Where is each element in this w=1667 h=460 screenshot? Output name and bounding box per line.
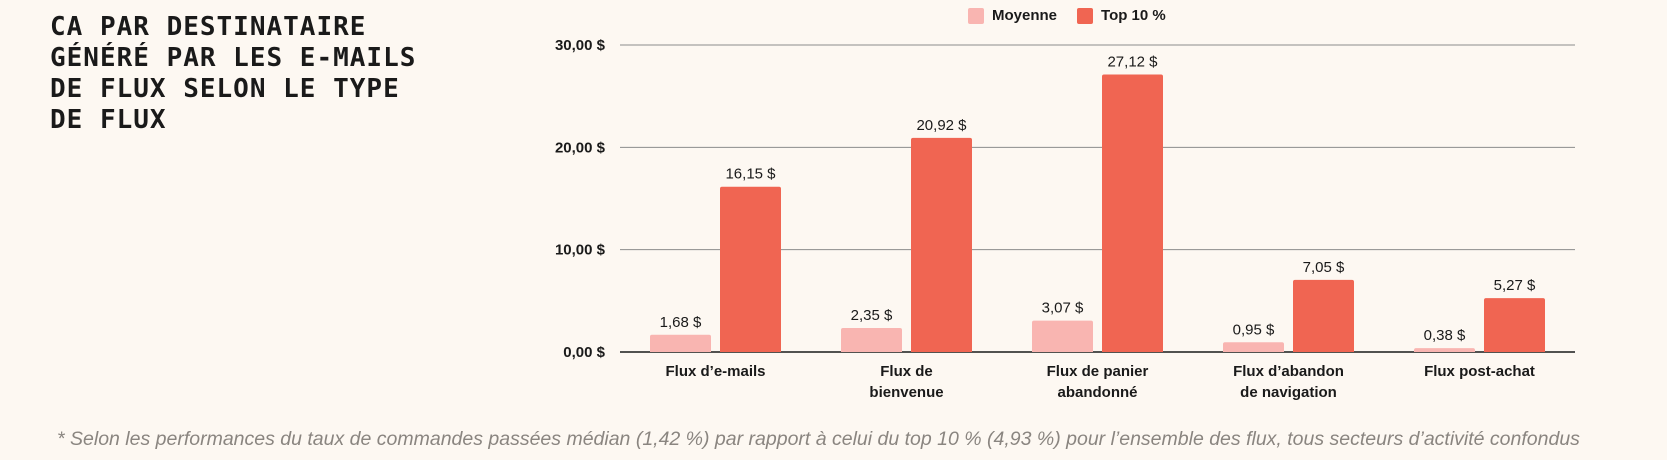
bar-top10: [1293, 279, 1354, 352]
y-tick-label: 0,00 $: [563, 344, 605, 361]
bar-top10: [1102, 74, 1163, 353]
x-tick-label: abandonné: [1057, 384, 1137, 401]
x-tick-label: Flux d’e-mails: [665, 363, 765, 380]
x-tick-label: Flux de panier: [1047, 363, 1149, 380]
legend-item-top10: Top 10 %: [1077, 7, 1166, 24]
data-label: 2,35 $: [851, 307, 893, 324]
bar-top10: [1484, 298, 1545, 352]
chart-title: CA PAR DESTINATAIRE GÉNÉRÉ PAR LES E-MAI…: [50, 12, 417, 135]
bar-top10: [911, 137, 972, 352]
legend-label-top10: Top 10 %: [1101, 7, 1166, 24]
bar-moyenne: [1414, 348, 1475, 352]
footnote: * Selon les performances du taux de comm…: [57, 428, 1580, 450]
x-tick-label: bienvenue: [869, 384, 943, 401]
bar-moyenne: [1032, 320, 1093, 352]
data-label: 0,38 $: [1424, 327, 1466, 344]
legend-swatch-moyenne: [968, 7, 984, 24]
data-label: 3,07 $: [1042, 300, 1084, 317]
x-tick-label: Flux post-achat: [1424, 363, 1535, 380]
y-tick-label: 20,00 $: [555, 139, 606, 156]
data-label: 1,68 $: [660, 314, 702, 331]
data-label: 0,95 $: [1233, 321, 1275, 338]
chart-legend: Moyenne Top 10 %: [968, 7, 1186, 24]
bar-top10: [720, 186, 781, 352]
data-label: 5,27 $: [1494, 277, 1536, 294]
x-tick-label: Flux d’abandon: [1233, 363, 1344, 380]
bar-chart: 0,00 $ 10,00 $ 20,00 $ 30,00 $ 1,68 $ 16,15 $…: [555, 37, 1575, 401]
data-label: 16,15 $: [725, 166, 776, 183]
legend-item-moyenne: Moyenne: [968, 7, 1057, 24]
y-tick-label: 30,00 $: [555, 37, 606, 54]
x-tick-label: Flux de: [880, 363, 933, 380]
x-tick-label: de navigation: [1240, 384, 1337, 401]
legend-swatch-top10: [1077, 7, 1094, 24]
y-tick-label: 10,00 $: [555, 242, 606, 259]
bar-moyenne: [650, 334, 711, 352]
legend-label-moyenne: Moyenne: [992, 7, 1058, 24]
data-label: 20,92 $: [916, 117, 967, 134]
bar-moyenne: [841, 327, 902, 352]
data-label: 27,12 $: [1107, 53, 1158, 70]
bar-moyenne: [1223, 342, 1284, 352]
data-label: 7,05 $: [1303, 259, 1345, 276]
